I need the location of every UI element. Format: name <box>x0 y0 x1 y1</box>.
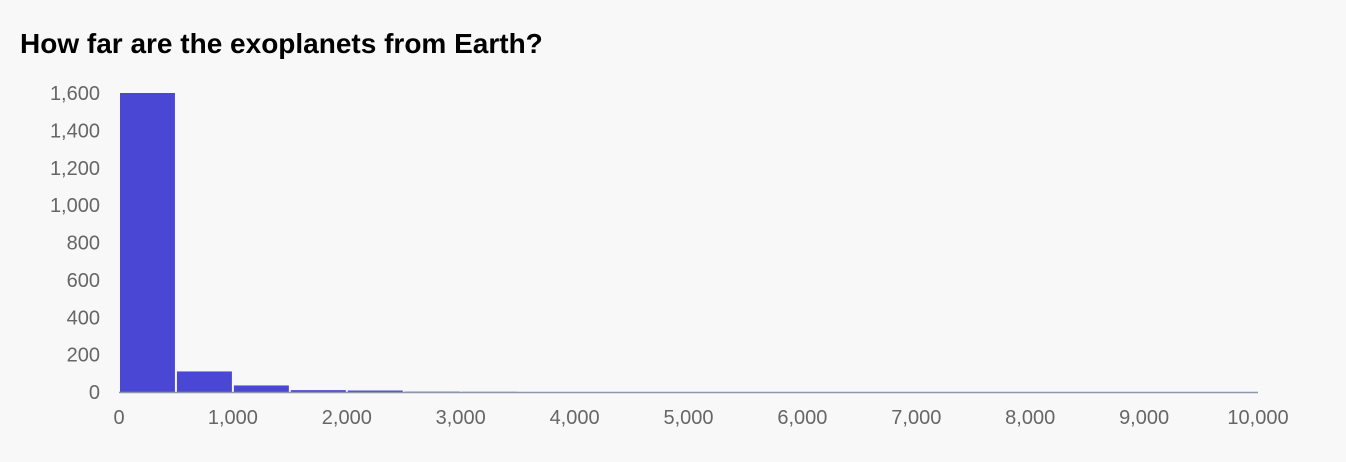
y-tick-label: 1,000 <box>50 195 100 217</box>
chart-title: How far are the exoplanets from Earth? <box>20 28 543 59</box>
y-tick-label: 1,400 <box>50 120 100 142</box>
x-tick-label: 10,000 <box>1227 407 1288 429</box>
y-tick-label: 0 <box>89 382 100 404</box>
y-tick-label: 400 <box>67 307 100 329</box>
x-tick-label: 7,000 <box>891 407 941 429</box>
x-tick-label: 0 <box>113 407 124 429</box>
x-tick-label: 5,000 <box>663 407 713 429</box>
y-tick-label: 1,200 <box>50 158 100 180</box>
x-tick-label: 6,000 <box>777 407 827 429</box>
histogram-bar <box>176 371 232 392</box>
histogram-bar <box>120 93 175 392</box>
x-tick-label: 4,000 <box>550 407 600 429</box>
x-tick-label: 8,000 <box>1005 407 1055 429</box>
x-tick-label: 9,000 <box>1119 407 1169 429</box>
x-tick-label: 1,000 <box>208 407 258 429</box>
x-tick-label: 3,000 <box>436 407 486 429</box>
histogram-bar <box>347 390 403 392</box>
y-tick-label: 200 <box>67 345 100 367</box>
y-tick-labels: 0 200 400 600 800 1,000 1,200 1,400 1,600 <box>50 83 100 404</box>
y-tick-label: 800 <box>67 233 100 255</box>
x-tick-labels: 0 1,000 2,000 3,000 4,000 5,000 6,000 7,000 8,00… <box>113 407 1288 429</box>
y-tick-label: 600 <box>67 270 100 292</box>
x-tick-label: 2,000 <box>322 407 372 429</box>
bars-group <box>120 93 517 392</box>
histogram-bar <box>290 390 346 392</box>
histogram-bar <box>233 385 289 392</box>
y-tick-label: 1,600 <box>50 83 100 105</box>
